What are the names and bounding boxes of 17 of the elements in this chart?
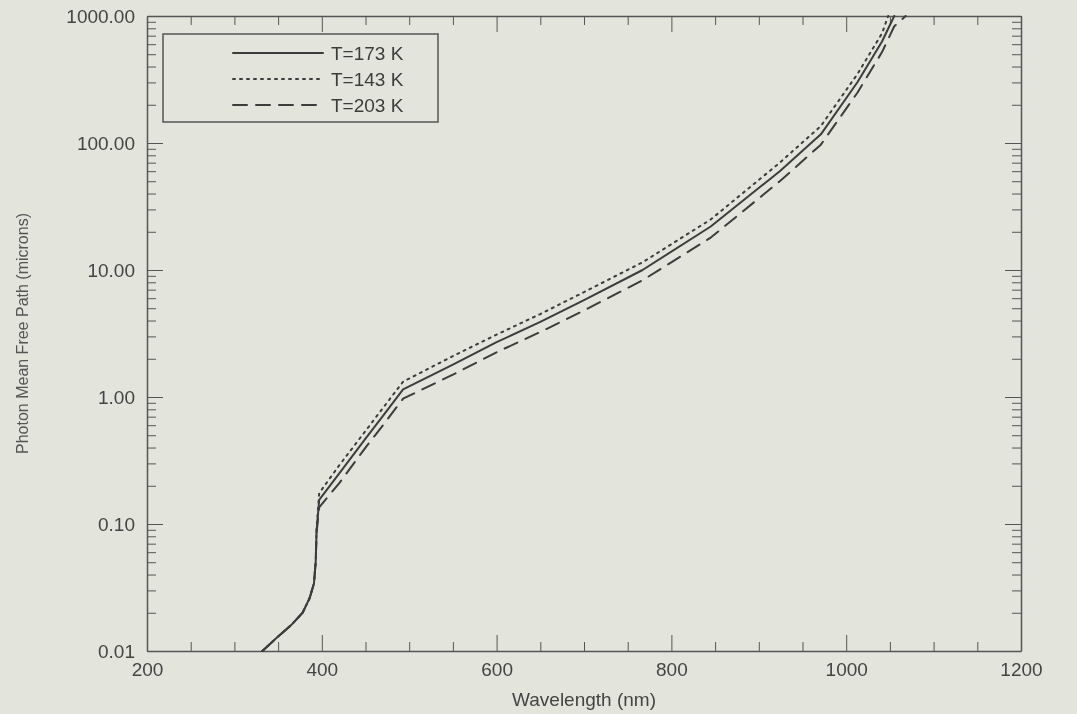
x-tick-label: 400 xyxy=(306,659,339,681)
x-tick-label: 800 xyxy=(656,659,688,681)
legend-label: T=173 K xyxy=(331,42,404,64)
x-tick-label: 1000 xyxy=(825,659,868,681)
legend-label: T=143 K xyxy=(331,68,404,90)
y-axis-title: Photon Mean Free Path (microns) xyxy=(14,213,31,454)
y-tick-label: 100.00 xyxy=(76,132,135,154)
x-axis-title: Wavelength (nm) xyxy=(512,689,656,710)
x-tick-label: 200 xyxy=(131,659,164,681)
y-tick-label: 1.00 xyxy=(98,386,135,408)
y-tick-label: 1000.00 xyxy=(66,5,135,27)
y-tick-label: 0.10 xyxy=(98,513,135,535)
legend-label: T=203 K xyxy=(331,94,404,116)
x-tick-label: 1200 xyxy=(1000,659,1043,681)
x-tick-label: 600 xyxy=(481,659,513,681)
y-tick-label: 10.00 xyxy=(87,259,135,281)
y-tick-label: 0.01 xyxy=(98,640,135,662)
